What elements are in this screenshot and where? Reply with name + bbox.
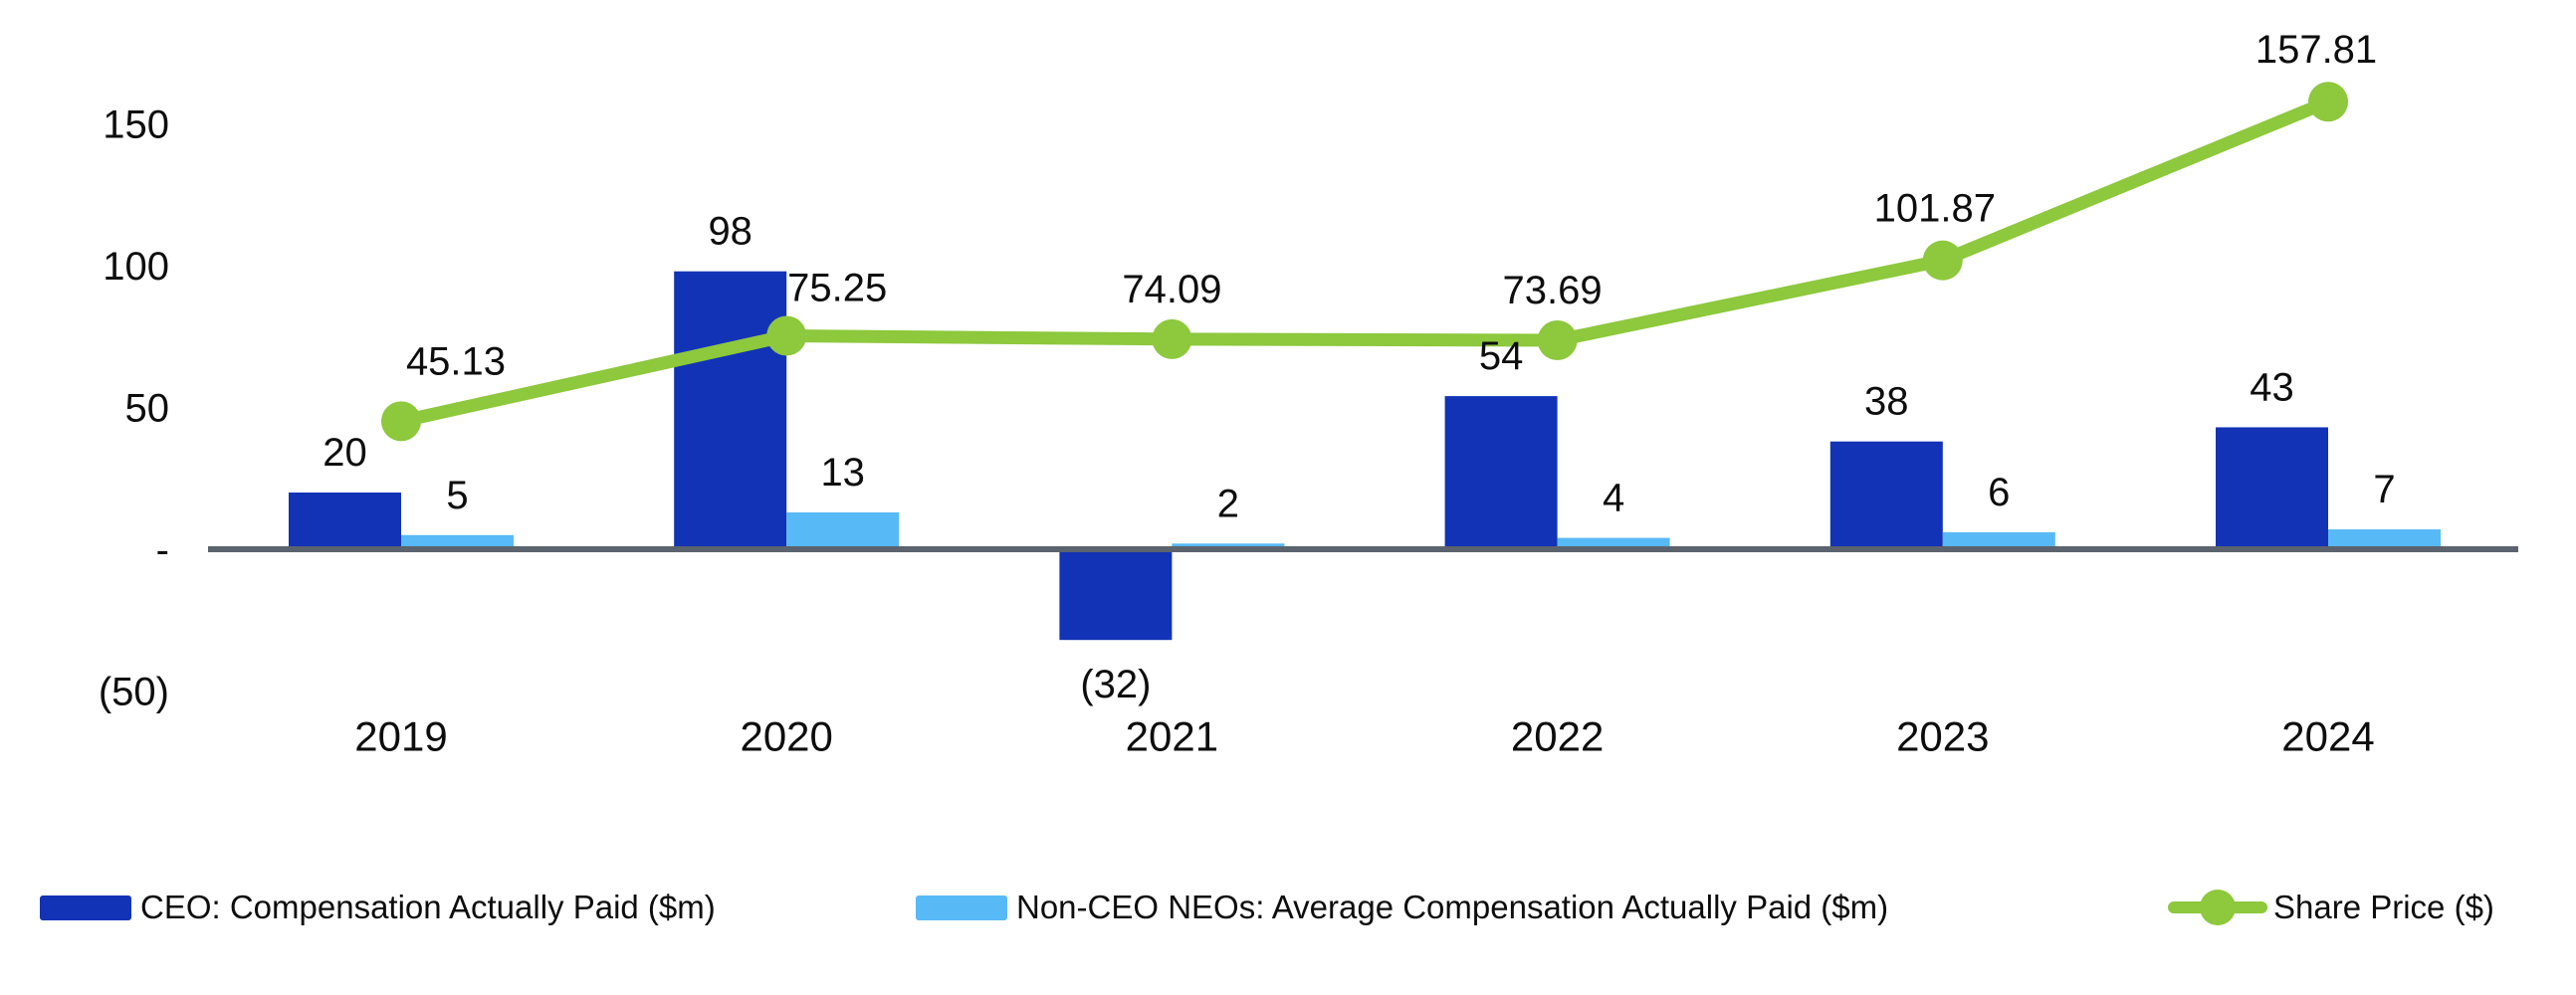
chart-legend: CEO: Compensation Actually Paid ($m) Non…: [0, 880, 2576, 935]
share-price-point-2020: [766, 315, 807, 356]
non-ceo-bar-label-2022: 4: [1603, 477, 1624, 520]
share-price-point-2024: [2308, 82, 2348, 122]
non-ceo-bar-label-2023: 6: [1988, 471, 2010, 514]
ceo-bar-label-2020: 98: [708, 210, 752, 254]
year-label-2021: 2021: [1126, 713, 1218, 760]
legend-item-share-price: Share Price ($): [2168, 880, 2494, 935]
bar-ceo-2019: [289, 493, 401, 549]
bar-non-ceo-2023: [1942, 531, 2055, 549]
ceo-bar-label-2022: 54: [1479, 334, 1524, 378]
bar-non-ceo-2020: [786, 511, 900, 549]
ceo-bar-label-2023: 38: [1864, 380, 1909, 424]
bar-ceo-2020: [674, 271, 787, 549]
year-label-2020: 2020: [740, 713, 832, 760]
non-ceo-neos-legend-swatch-icon: [916, 895, 1007, 920]
share-price-point-2023: [1922, 240, 1963, 281]
non-ceo-bar-label-2020: 13: [820, 451, 865, 495]
legend-label: CEO: Compensation Actually Paid ($m): [140, 889, 716, 925]
bar-non-ceo-2024: [2328, 529, 2441, 549]
bar-ceo-2022: [1444, 396, 1558, 549]
ceo-bar-label-2021: (32): [1080, 663, 1151, 706]
non-ceo-bar-label-2021: 2: [1217, 482, 1239, 525]
x-axis-line: [208, 546, 2518, 552]
y-tick-label-150: 150: [103, 103, 169, 147]
share-price-legend-marker-icon: [2168, 888, 2267, 927]
bar-non-ceo-2022: [1557, 537, 1670, 549]
year-label-2024: 2024: [2281, 713, 2374, 760]
non-ceo-bar-label-2019: 5: [446, 474, 468, 517]
year-label-2019: 2019: [354, 713, 447, 760]
year-label-2023: 2023: [1896, 713, 1989, 760]
bar-non-ceo-2019: [401, 534, 514, 549]
legend-item-non-ceo-neos: Non-CEO NEOs: Average Compensation Actua…: [916, 880, 1888, 935]
share-price-label-2021: 74.09: [1122, 268, 1221, 311]
share-price-label-2022: 73.69: [1503, 269, 1603, 312]
ceo-bar-label-2024: 43: [2250, 365, 2294, 409]
ceo-legend-swatch-icon: [40, 895, 131, 920]
share-price-label-2024: 157.81: [2255, 28, 2377, 72]
bar-ceo-2021: [1059, 549, 1173, 641]
ceo-bar-label-2019: 20: [322, 431, 367, 475]
legend-item-ceo: CEO: Compensation Actually Paid ($m): [40, 880, 716, 935]
share-price-point-2021: [1152, 318, 1192, 359]
bar-ceo-2024: [2216, 427, 2328, 549]
share-price-label-2019: 45.13: [406, 339, 506, 383]
share-price-point-2022: [1537, 319, 1578, 360]
y-tick-label-100: 100: [103, 245, 169, 289]
legend-label: Non-CEO NEOs: Average Compensation Actua…: [1016, 889, 1889, 925]
chart-plot-area: 150 100 50 - (50) 20 5 98 13 (32) 2 54 4 38 6 43 7 45.13 7…: [99, 28, 2518, 760]
non-ceo-bar-label-2024: 7: [2373, 468, 2395, 511]
share-price-line: [394, 95, 2335, 428]
share-price-label-2023: 101.87: [1874, 187, 1996, 231]
year-label-2022: 2022: [1511, 713, 1604, 760]
legend-label: Share Price ($): [2273, 889, 2494, 925]
y-tick-label-(50): (50): [99, 671, 169, 714]
y-tick-label--: -: [156, 528, 169, 572]
y-tick-label-50: 50: [125, 387, 170, 431]
share-price-label-2020: 75.25: [787, 267, 887, 310]
share-price-point-2019: [381, 401, 421, 442]
bar-ceo-2023: [1829, 441, 1943, 549]
